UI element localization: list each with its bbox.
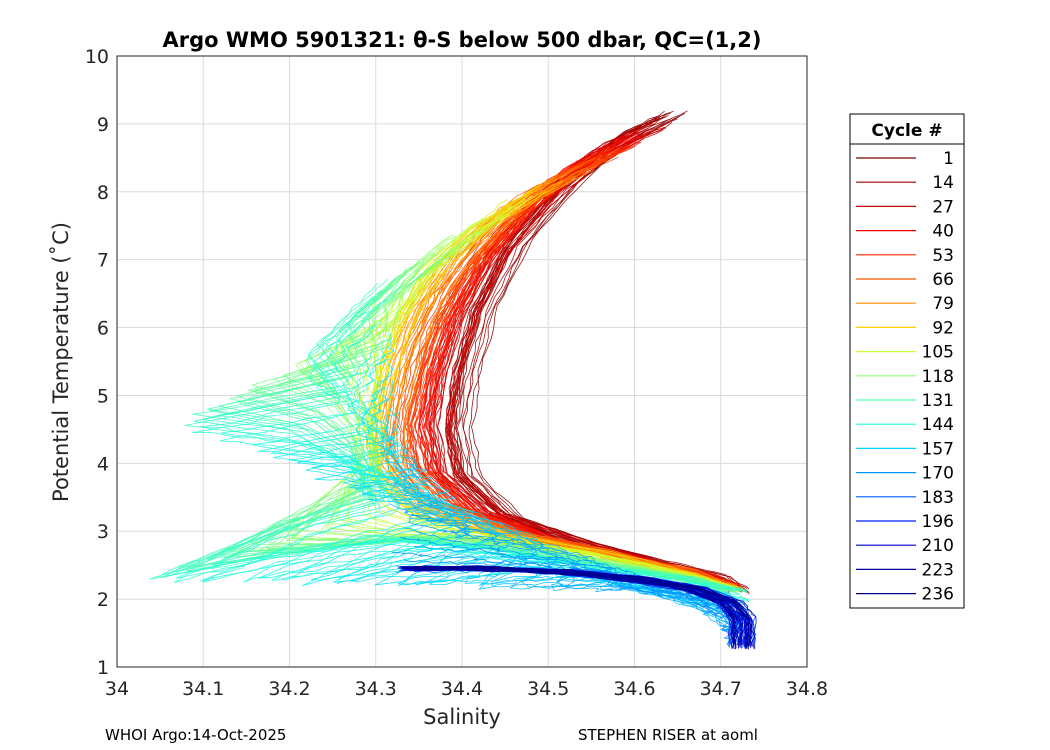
legend-label: 14: [932, 173, 954, 193]
x-tick-label: 34.4: [441, 678, 483, 700]
y-tick-label: 2: [97, 589, 109, 611]
profile-line: [418, 566, 750, 647]
y-tick-label: 1: [97, 657, 109, 679]
y-tick-label: 3: [97, 521, 109, 543]
y-tick-label: 9: [97, 114, 109, 136]
footer-left: WHOI Argo:14-Oct-2025: [105, 726, 287, 744]
profile-line: [406, 153, 739, 588]
legend-label: 79: [932, 294, 954, 314]
legend: Cycle # 1 14 27 40 53 66 79 92 105 118 131 144 157 17…: [849, 113, 965, 609]
profile-line: [401, 565, 737, 645]
legend-entries: 1 14 27 40 53 66 79 92 105 118 131 144 157 170 183 196 2…: [856, 149, 954, 605]
data-curves: [148, 110, 757, 650]
y-tick-label: 7: [97, 250, 109, 272]
x-tick-label: 34.6: [613, 678, 655, 700]
legend-label: 144: [922, 415, 954, 435]
profile-line: [229, 267, 740, 592]
legend-label: 105: [922, 343, 954, 363]
x-tick-label: 34.5: [527, 678, 569, 700]
legend-label: 40: [932, 222, 954, 242]
y-tick-label: 4: [97, 453, 109, 475]
legend-label: 157: [922, 439, 954, 459]
legend-label: 236: [922, 585, 954, 605]
legend-label: 66: [932, 270, 954, 290]
profile-line: [408, 567, 743, 646]
legend-label: 210: [922, 536, 954, 556]
x-tick-label: 34.3: [355, 678, 397, 700]
x-tick-label: 34.8: [786, 678, 828, 700]
profile-line: [430, 137, 743, 590]
y-tick-label: 8: [97, 182, 109, 204]
x-tick-label: 34: [105, 678, 129, 700]
legend-label: 27: [932, 197, 954, 217]
axes-box: [116, 55, 808, 668]
legend-label: 223: [922, 560, 954, 580]
legend-label: 1: [943, 149, 954, 169]
y-tick-label: 5: [97, 385, 109, 407]
profile-line: [456, 121, 748, 594]
legend-label: 53: [932, 246, 954, 266]
profile-line: [213, 267, 729, 593]
profile-line: [402, 171, 741, 590]
legend-label: 196: [922, 512, 954, 532]
x-tick-label: 34.7: [700, 678, 742, 700]
legend-label: 131: [922, 391, 954, 411]
y-axis-label: Potential Temperature (˚C): [49, 222, 73, 502]
footer-right: STEPHEN RISER at aoml: [578, 726, 758, 744]
y-tick-label: 6: [97, 318, 109, 340]
legend-label: 183: [922, 488, 954, 508]
y-tick-label: 10: [85, 46, 109, 68]
legend-label: 92: [932, 318, 954, 338]
legend-title: Cycle #: [871, 121, 942, 141]
x-tick-labels: 34 34.1 34.2 34.3 34.4 34.5 34.6 34.7 34.8: [105, 678, 828, 700]
x-tick-label: 34.1: [182, 678, 224, 700]
profile-line: [171, 286, 745, 591]
profile-line: [270, 346, 750, 602]
x-axis-label: Salinity: [423, 705, 501, 729]
x-tick-label: 34.2: [268, 678, 310, 700]
legend-box: [849, 113, 965, 609]
legend-label: 118: [922, 367, 954, 387]
legend-label: 170: [922, 464, 954, 484]
chart-title: Argo WMO 5901321: θ-S below 500 dbar, QC…: [163, 28, 762, 52]
y-tick-labels: 1 2 3 4 5 6 7 8 9 10: [85, 46, 109, 679]
